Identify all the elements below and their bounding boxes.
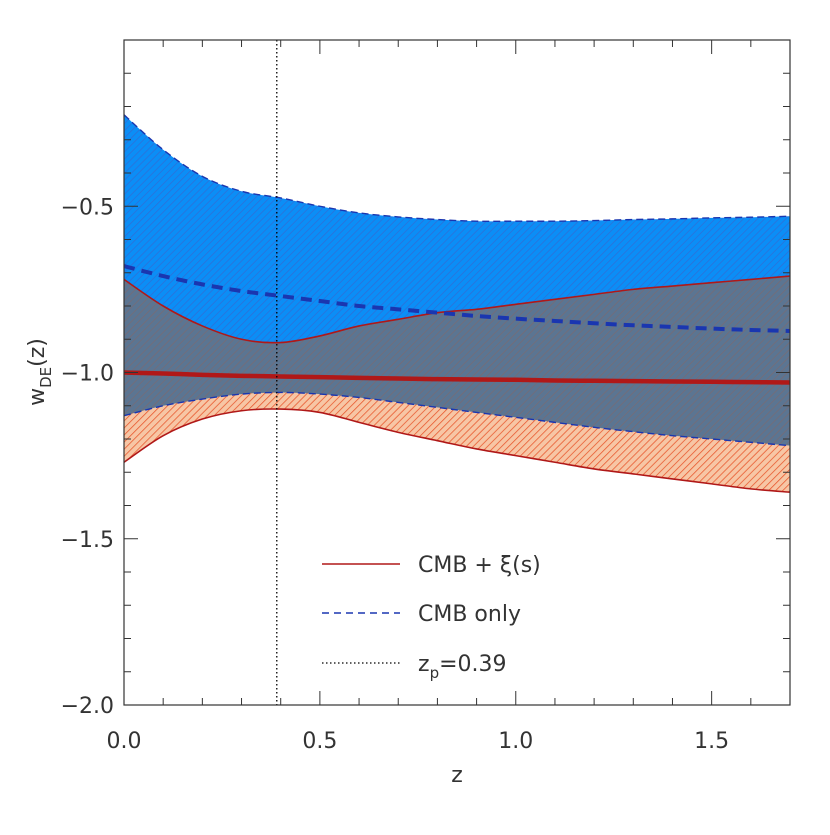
y-tick-label: −0.5 xyxy=(61,195,114,220)
cmb-only-lower-line xyxy=(124,391,790,447)
cmb-only-mean-line xyxy=(124,264,790,333)
x-tick-label: 0.0 xyxy=(107,729,142,754)
y-axis-title: wDE(z) xyxy=(25,338,55,406)
legend: CMB + ξ(s) CMB only zp=0.39 xyxy=(322,553,541,682)
x-axis-title: z xyxy=(451,763,463,788)
x-tick-label: 0.5 xyxy=(302,729,337,754)
y-tick-label: −1.5 xyxy=(61,528,114,553)
legend-label-cmb-only: CMB only xyxy=(418,602,521,627)
cmb-xi-upper-line xyxy=(124,275,790,344)
band-overlap xyxy=(124,276,790,446)
x-tick-label: 1.0 xyxy=(498,729,533,754)
legend-label-zp: zp=0.39 xyxy=(418,652,507,682)
cmb-only-upper-line xyxy=(124,114,790,223)
x-tick-label: 1.5 xyxy=(694,729,729,754)
cmb-xi-lower-line xyxy=(124,408,790,493)
y-tick-label: −1.0 xyxy=(61,362,114,387)
y-tick-label: −2.0 xyxy=(61,694,114,719)
legend-label-cmb-xi: CMB + ξ(s) xyxy=(418,553,541,578)
cmb-xi-mean-line xyxy=(124,370,790,385)
